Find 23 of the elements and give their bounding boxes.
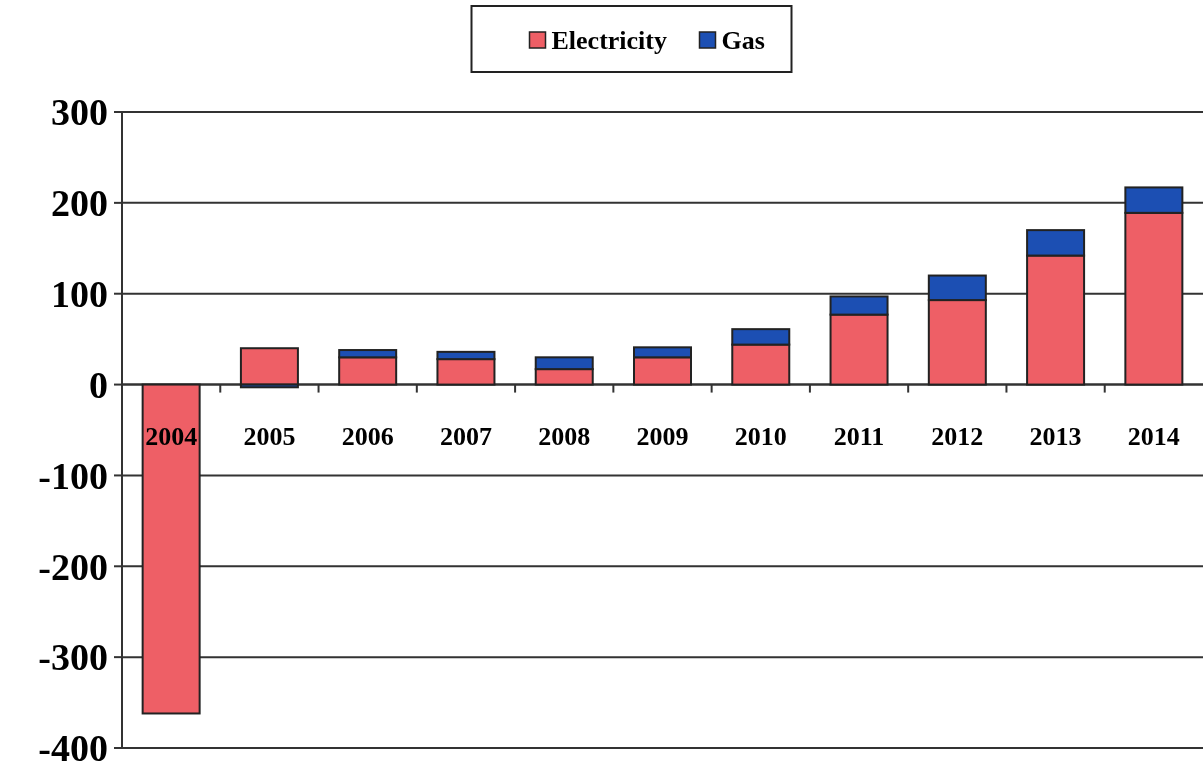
y-tick-label: 300 (51, 91, 108, 134)
y-tick-label: -300 (38, 636, 108, 679)
y-tick-label: 0 (89, 363, 108, 406)
x-tick-label: 2004 (145, 421, 198, 451)
legend-label: Gas (721, 26, 765, 56)
x-tick-label: 2006 (341, 421, 394, 451)
x-tick-label: 2011 (833, 421, 885, 451)
y-tick-label: 200 (51, 182, 108, 225)
x-tick-label: 2008 (538, 421, 591, 451)
y-tick-label: -400 (38, 727, 108, 770)
x-tick-label: 2012 (931, 421, 984, 451)
legend-label: Electricity (551, 26, 667, 56)
bar (141, 383, 201, 715)
x-tick-label: 2009 (636, 421, 689, 451)
y-tick-label: -200 (38, 545, 108, 588)
x-tick-label: 2010 (734, 421, 787, 451)
x-tick-label: 2007 (439, 421, 492, 451)
x-tick-label: 2013 (1029, 421, 1082, 451)
bar (239, 347, 299, 386)
x-tick-label: 2014 (1127, 421, 1180, 451)
y-tick-label: -100 (38, 454, 108, 497)
x-tick-label: 2005 (243, 421, 296, 451)
y-tick-label: 100 (51, 273, 108, 316)
